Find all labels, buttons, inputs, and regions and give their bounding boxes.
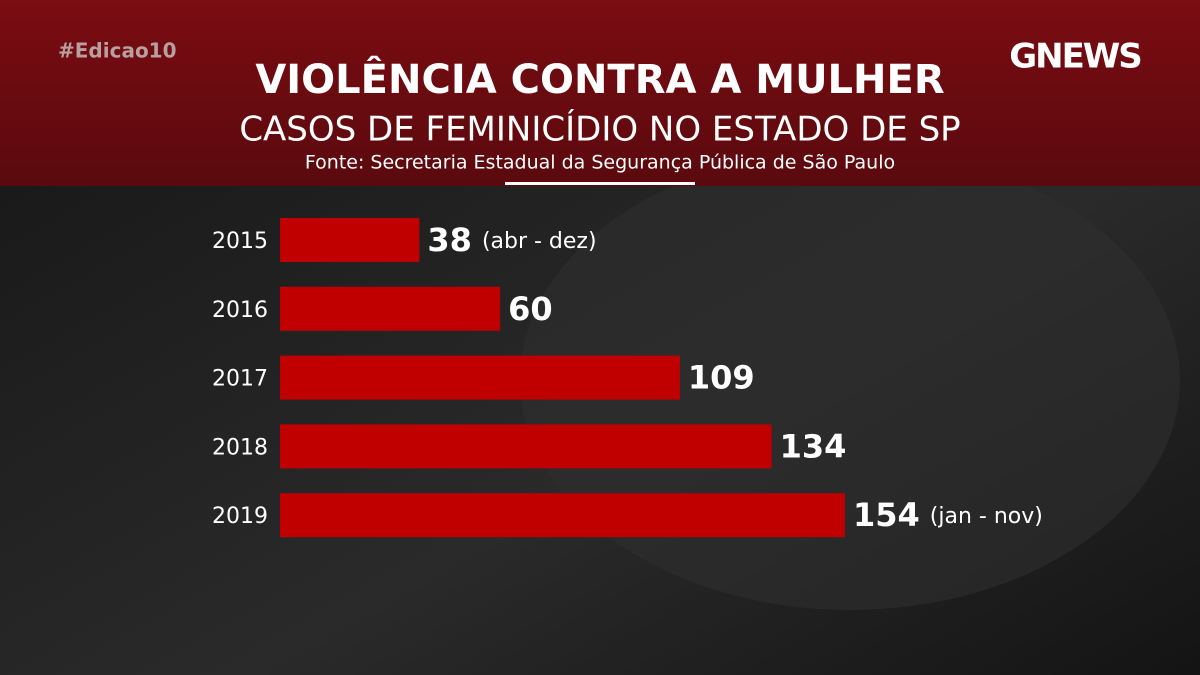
header-band bbox=[0, 0, 1200, 186]
chart-subtitle: CASOS DE FEMINICÍDIO NO ESTADO DE SP bbox=[239, 109, 960, 150]
value-label: 134 bbox=[780, 427, 847, 465]
category-label: 2019 bbox=[212, 504, 268, 529]
value-number: 38 bbox=[427, 221, 472, 259]
logo: GNEWS bbox=[1009, 37, 1141, 77]
value-number: 109 bbox=[688, 359, 755, 397]
category-label: 2016 bbox=[212, 298, 268, 323]
category-label: 2015 bbox=[212, 229, 268, 254]
category-label: 2017 bbox=[212, 367, 268, 392]
value-number: 134 bbox=[780, 427, 847, 465]
bar bbox=[280, 355, 680, 400]
value-label: 38 (abr - dez) bbox=[427, 221, 596, 259]
source: Fonte: Secretaria Estadual da Segurança … bbox=[305, 152, 895, 174]
bar bbox=[280, 218, 420, 262]
value-number: 60 bbox=[508, 290, 553, 328]
value-label: 60 bbox=[508, 290, 553, 328]
value-note: (jan - nov) bbox=[930, 504, 1043, 529]
value-label: 109 bbox=[688, 359, 755, 397]
chart-title: VIOLÊNCIA CONTRA A MULHER bbox=[255, 55, 944, 103]
category-label: 2018 bbox=[212, 435, 268, 460]
bar bbox=[280, 493, 845, 538]
hashtag: #Edicao10 bbox=[58, 39, 177, 63]
bar bbox=[280, 424, 772, 469]
underline bbox=[505, 182, 695, 185]
value-label: 154 (jan - nov) bbox=[853, 496, 1043, 534]
bar bbox=[280, 286, 501, 331]
value-note: (abr - dez) bbox=[482, 229, 597, 254]
value-number: 154 bbox=[853, 496, 920, 534]
